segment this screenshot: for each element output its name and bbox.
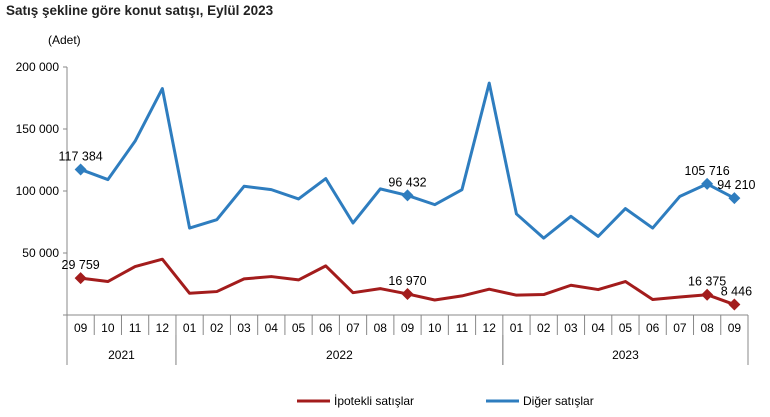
x-tick-label: 03 [237,321,251,335]
data-label: 94 210 [717,178,755,192]
data-label: 29 759 [62,258,100,272]
x-tick-label: 04 [592,321,606,335]
data-label: 16 970 [388,274,426,288]
x-tick-label: 02 [210,321,224,335]
x-tick-label: 09 [401,321,415,335]
data-point-marker [701,288,714,301]
x-tick-label: 11 [129,321,142,335]
legend-label: İpotekli satışlar [334,394,414,408]
year-label: 2021 [108,348,135,362]
x-tick-label: 03 [564,321,578,335]
y-tick-label: 100 000 [16,184,60,198]
x-tick-label: 06 [646,321,660,335]
data-point-marker [401,287,414,300]
x-tick-label: 10 [428,321,442,335]
y-axis-unit-label: (Adet) [48,33,81,47]
x-tick-label: 01 [183,321,197,335]
x-tick-label: 01 [510,321,524,335]
x-tick-label: 12 [156,321,170,335]
data-point-marker [701,177,714,190]
x-tick-label: 09 [74,321,88,335]
x-tick-label: 07 [346,321,360,335]
x-tick-label: 02 [537,321,551,335]
series-line-diger [80,81,736,240]
x-tick-label: 07 [673,321,687,335]
data-point-marker [728,192,741,205]
y-tick-label: 50 000 [22,246,59,260]
year-label: 2022 [326,348,353,362]
x-tick-label: 10 [101,321,115,335]
x-tick-label: 09 [728,321,742,335]
x-tick-label: 06 [319,321,333,335]
x-tick-label: 08 [700,321,714,335]
x-tick-label: 08 [374,321,388,335]
x-tick-label: 04 [265,321,279,335]
x-tick-label: 05 [292,321,306,335]
x-tick-label: 12 [483,321,497,335]
data-label: 96 432 [388,175,426,189]
legend-label: Diğer satışlar [523,394,594,408]
x-tick-label: 05 [619,321,633,335]
x-tick-label: 11 [456,321,469,335]
year-label: 2023 [612,348,639,362]
data-point-marker [401,189,414,202]
data-label: 105 716 [685,164,730,178]
y-tick-label: 200 000 [16,60,60,74]
data-label: 8 446 [721,285,752,299]
data-point-marker [728,298,741,311]
data-label: 16 375 [688,275,726,289]
data-point-marker [74,272,87,285]
chart-title: Satış şekline göre konut satışı, Eylül 2… [6,3,274,18]
data-label: 117 384 [58,149,102,163]
y-tick-label: 150 000 [16,122,60,136]
data-point-marker [74,163,87,176]
